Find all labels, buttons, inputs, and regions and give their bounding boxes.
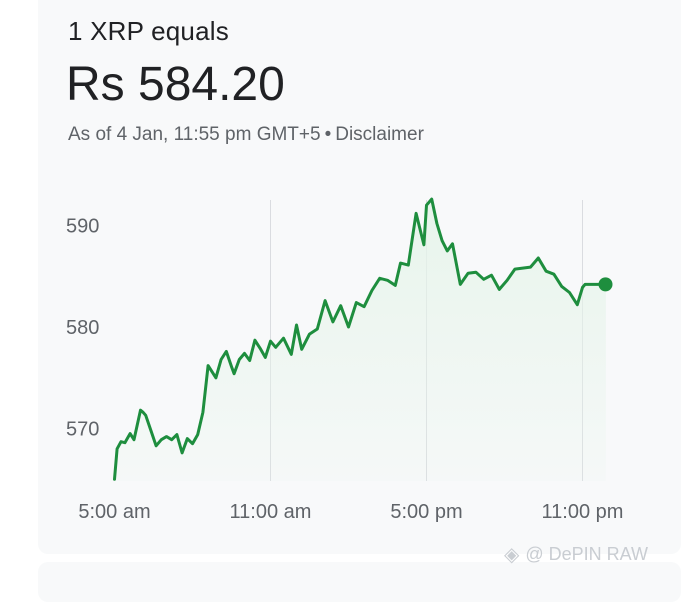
y-tick-label: 570 xyxy=(66,419,99,441)
x-tick-label: 5:00 am xyxy=(78,501,150,523)
y-tick-label: 590 xyxy=(66,216,99,238)
price-value: Rs 584.20 xyxy=(66,58,285,111)
price-line xyxy=(113,197,608,481)
watermark-text: @ DePIN RAW xyxy=(525,544,649,564)
area-fill xyxy=(114,199,606,481)
x-tick-label: 5:00 pm xyxy=(390,501,462,523)
as-of-text: As of 4 Jan, 11:55 pm GMT+5 xyxy=(68,124,321,145)
x-tick-label: 11:00 pm xyxy=(542,501,624,523)
binance-logo-icon: ◈ xyxy=(504,544,520,566)
as-of-line: As of 4 Jan, 11:55 pm GMT+5 • Disclaimer xyxy=(68,124,424,146)
disclaimer-link[interactable]: Disclaimer xyxy=(335,124,424,145)
watermark: ◈ @ DePIN RAW xyxy=(504,542,648,567)
current-price-dot xyxy=(598,277,613,292)
x-tick-label: 11:00 am xyxy=(230,501,312,523)
rate-heading: 1 XRP equals xyxy=(68,16,229,46)
separator-dot: • xyxy=(324,124,332,145)
price-chart[interactable]: 570 580 590 5:00 am 11:00 am 5:00 pm 11:00 pm xyxy=(0,0,699,581)
y-tick-label: 580 xyxy=(66,317,99,339)
